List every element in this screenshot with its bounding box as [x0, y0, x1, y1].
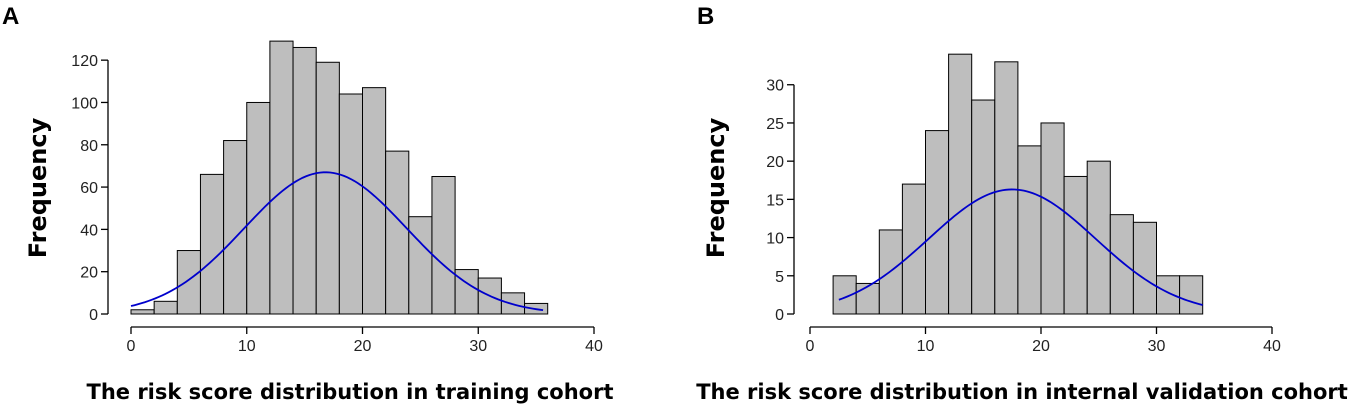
x-tick-label: 40 [585, 338, 603, 355]
histogram-bar [246, 101, 271, 315]
histogram-bar [408, 216, 433, 315]
x-tick-label: 30 [469, 338, 487, 355]
y-tick-label: 30 [766, 78, 784, 95]
y-tick-label: 5 [775, 269, 784, 286]
histogram-bar [362, 87, 387, 315]
y-tick-label: 20 [80, 265, 98, 282]
y-tick-label: 0 [89, 307, 98, 324]
y-tick-label: 100 [71, 95, 98, 112]
y-tick-label: 20 [766, 154, 784, 171]
histogram-bar [269, 40, 294, 315]
y-tick-label: 0 [775, 307, 784, 324]
normal-curve-a [130, 171, 544, 312]
x-axis-label-b: The risk score distribution in internal … [696, 380, 1348, 404]
histogram-bar [431, 176, 456, 315]
y-axis-label-b: Frequency [702, 117, 730, 258]
histogram-bar [130, 309, 155, 315]
y-ticks-b: 0 5 10 15 20 25 30 [766, 78, 794, 324]
y-tick-label: 10 [766, 231, 784, 248]
x-tick-label: 10 [917, 338, 935, 355]
x-tick-label: 0 [127, 338, 136, 355]
x-tick-label: 20 [354, 338, 372, 355]
x-tick-label: 40 [1263, 338, 1281, 355]
histogram-bar [385, 150, 410, 315]
normal-curve-b [838, 188, 1203, 306]
histogram-bar [1086, 160, 1111, 315]
x-tick-label: 30 [1148, 338, 1166, 355]
histogram-bar [1132, 221, 1158, 315]
histogram-bar [1040, 122, 1065, 315]
histogram-bar [153, 300, 178, 315]
histogram-bar [315, 61, 340, 315]
y-ticks-a: 0 20 40 60 80 100 120 [71, 53, 108, 324]
panel-a: A 0 20 40 60 80 100 120 0 10 20 30 40 Frequency Th… [2, 3, 614, 404]
histogram-bar [971, 99, 996, 315]
histogram-bar [925, 130, 950, 315]
x-tick-label: 10 [238, 338, 256, 355]
histogram-bar [1179, 275, 1204, 315]
y-tick-label: 80 [80, 138, 98, 155]
y-tick-label: 60 [80, 180, 98, 197]
x-tick-label: 0 [806, 338, 815, 355]
histogram-bar [1063, 175, 1088, 315]
y-axis-label-a: Frequency [24, 117, 52, 258]
panel-b: B 0 5 10 15 20 25 30 0 10 20 30 40 Frequency The r… [696, 3, 1348, 404]
bars-b [832, 53, 1204, 315]
x-ticks-a: 0 10 20 30 40 [127, 327, 603, 355]
histogram-bar [338, 93, 364, 315]
histogram-bar [223, 140, 248, 315]
x-axis-label-a: The risk score distribution in training … [87, 380, 614, 404]
histogram-bar [948, 53, 973, 315]
histogram-bar [1109, 214, 1134, 315]
y-tick-label: 15 [766, 192, 784, 209]
panel-letter-b: B [697, 3, 714, 30]
histogram-bar [1156, 275, 1181, 315]
histogram-bar [176, 250, 201, 315]
x-tick-label: 20 [1032, 338, 1050, 355]
histogram-bar [1017, 145, 1042, 315]
histogram-bar [199, 173, 225, 315]
y-tick-label: 40 [80, 222, 98, 239]
histogram-bar [994, 61, 1019, 315]
y-tick-label: 120 [71, 53, 98, 70]
x-ticks-b: 0 10 20 30 40 [806, 327, 1281, 355]
y-tick-label: 25 [766, 116, 784, 133]
histogram-bar [901, 183, 927, 315]
bars-a [130, 40, 549, 315]
panel-letter-a: A [2, 3, 19, 30]
histogram-bar [855, 282, 880, 315]
